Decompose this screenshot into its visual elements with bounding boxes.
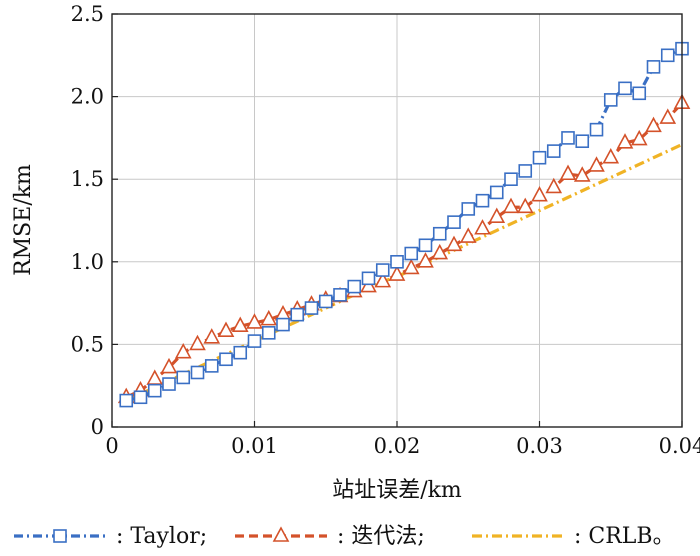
series-point	[561, 131, 575, 145]
y-axis-label: RMSE/km	[11, 164, 36, 276]
series-point	[176, 370, 191, 385]
legend-entry: : 迭代法;	[235, 524, 425, 549]
legend-entry: : Taylor;	[14, 524, 207, 549]
series-point	[404, 246, 419, 261]
series-point	[174, 342, 192, 359]
legend-label: : 迭代法;	[337, 524, 425, 549]
legend: : Taylor; : 迭代法; : CRLB。	[14, 524, 675, 549]
series-layer	[117, 41, 691, 408]
series-point	[589, 122, 604, 137]
legend-marker	[272, 526, 290, 542]
y-tick-label: 1.0	[71, 250, 104, 274]
series-point	[231, 316, 249, 333]
series-point	[531, 186, 548, 202]
series-point	[119, 393, 134, 408]
series-point	[618, 81, 632, 96]
series-point	[602, 148, 620, 164]
series-point	[189, 334, 206, 351]
series-point	[260, 309, 278, 326]
series-point	[445, 235, 463, 252]
axis-ticks: 0 0.01 0.02 0.03 0.04 0 0.5 1.0 1.5 2.0 2.5	[71, 2, 700, 458]
series-point	[660, 48, 675, 63]
legend-label: : CRLB。	[574, 524, 675, 549]
series-point	[204, 359, 219, 373]
y-tick-label: 0	[91, 415, 104, 439]
series-point	[203, 328, 221, 344]
series-point	[588, 156, 605, 172]
y-tick-label: 1.5	[71, 167, 104, 191]
series-point	[318, 294, 333, 309]
series-point	[418, 238, 433, 253]
y-tick-label: 2.5	[71, 2, 104, 26]
series-point	[347, 279, 362, 294]
series-1	[117, 93, 691, 404]
series-point	[162, 377, 176, 391]
series-point	[374, 271, 392, 288]
x-tick-label: 0.01	[231, 434, 278, 458]
x-tick-label: 0.02	[374, 434, 421, 458]
legend-label: : Taylor;	[116, 524, 207, 549]
series-point	[489, 185, 504, 200]
series-point	[632, 86, 647, 101]
series-point	[431, 243, 449, 260]
series-point	[545, 177, 563, 194]
y-tick-label: 2.0	[71, 85, 104, 109]
series-point	[630, 129, 648, 146]
series-line	[125, 47, 683, 403]
series-point	[217, 321, 235, 337]
series-point	[488, 207, 506, 223]
series-point	[417, 252, 434, 268]
series-point	[388, 265, 406, 281]
series-point	[233, 345, 248, 360]
series-point	[133, 390, 148, 405]
series-point	[659, 108, 677, 124]
series-point	[290, 307, 305, 322]
series-point	[459, 227, 477, 243]
series-point	[516, 197, 534, 214]
series-point	[147, 383, 162, 398]
series-point	[474, 219, 491, 235]
series-point	[475, 193, 490, 208]
series-point	[276, 317, 290, 332]
series-point	[390, 255, 404, 269]
series-point	[461, 202, 476, 216]
series-point	[645, 116, 662, 133]
series-point	[146, 369, 164, 385]
series-line	[125, 102, 684, 399]
series-point	[646, 60, 661, 74]
series-point	[502, 197, 520, 214]
series-point	[247, 334, 262, 348]
series-point	[261, 326, 276, 340]
x-tick-label: 0.04	[659, 434, 700, 458]
series-point	[333, 288, 347, 302]
series-point	[304, 301, 319, 315]
series-0	[119, 41, 689, 408]
series-point	[375, 263, 390, 277]
series-point	[402, 258, 420, 275]
series-point	[160, 357, 178, 374]
series-point	[575, 134, 590, 149]
series-point	[361, 271, 376, 286]
x-axis-label: 站址误差/km	[332, 478, 462, 503]
series-point	[432, 226, 447, 241]
series-point	[546, 144, 561, 158]
x-tick-label: 0	[105, 434, 118, 458]
grid-lines	[112, 14, 682, 427]
y-tick-label: 0.5	[71, 332, 104, 356]
series-point	[246, 313, 263, 329]
series-point	[518, 164, 533, 178]
legend-marker	[53, 529, 67, 543]
series-point	[447, 215, 461, 229]
legend-entry: : CRLB。	[472, 524, 675, 549]
series-point	[616, 133, 634, 149]
series-point	[504, 172, 518, 186]
series-point	[532, 150, 547, 165]
x-tick-label: 0.03	[516, 434, 563, 458]
series-point	[559, 164, 577, 181]
series-point	[573, 166, 591, 182]
series-point	[603, 93, 618, 107]
series-point	[190, 365, 205, 380]
series-point	[219, 352, 233, 367]
